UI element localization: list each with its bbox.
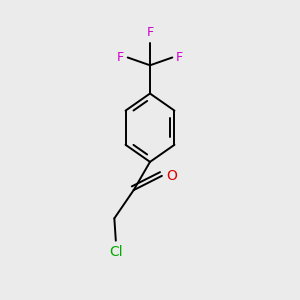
Text: F: F (146, 26, 154, 39)
Text: F: F (117, 51, 124, 64)
Text: Cl: Cl (109, 245, 123, 259)
Text: F: F (176, 51, 183, 64)
Text: O: O (166, 169, 177, 183)
